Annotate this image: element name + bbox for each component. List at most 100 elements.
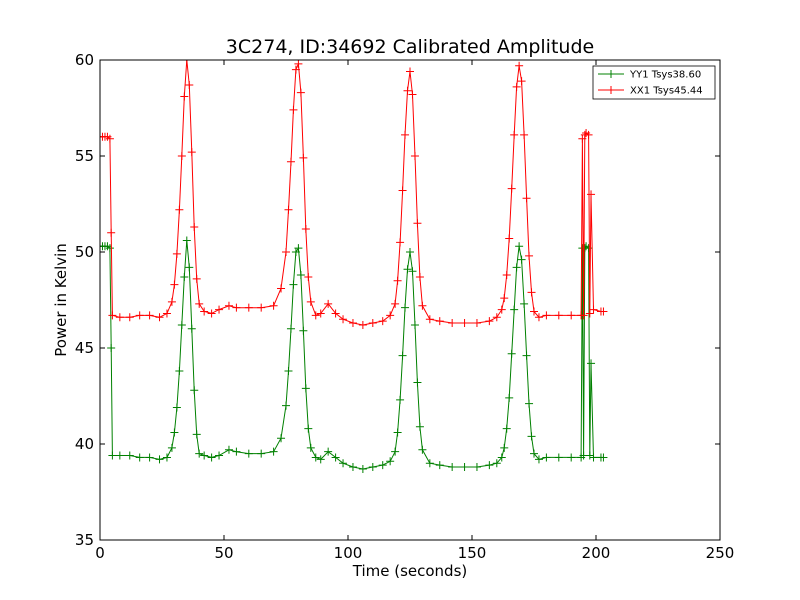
data-point [408, 267, 417, 276]
data-point [358, 464, 367, 473]
data-point [358, 320, 367, 329]
data-point [510, 305, 519, 314]
data-point [185, 80, 194, 89]
data-point [155, 455, 164, 464]
data-point [244, 303, 253, 312]
series-1 [100, 236, 608, 473]
data-point [396, 238, 405, 247]
data-point [567, 453, 576, 462]
plot-frame [99, 59, 721, 541]
data-point [125, 451, 134, 460]
data-point [525, 251, 534, 260]
data-point [215, 451, 224, 460]
x-tick-label: 250 [706, 544, 735, 562]
data-point [410, 320, 419, 329]
data-point [398, 186, 407, 195]
data-point [299, 153, 308, 162]
data-point [180, 92, 189, 101]
data-point [180, 272, 189, 281]
data-point [460, 463, 469, 472]
data-point [190, 386, 199, 395]
data-point [406, 67, 414, 76]
data-point [105, 134, 114, 143]
data-point [192, 274, 201, 283]
data-point [316, 309, 325, 318]
x-axis-label: Time (seconds) [352, 562, 468, 580]
x-tick-label: 200 [582, 544, 611, 562]
data-point [507, 349, 516, 358]
data-point [497, 305, 506, 314]
y-tick-label: 40 [75, 435, 94, 453]
data-point [187, 148, 196, 157]
data-point [502, 271, 511, 280]
data-point [172, 403, 181, 412]
data-point [135, 311, 144, 320]
data-point [378, 317, 387, 326]
data-point [244, 449, 253, 458]
data-point [527, 432, 536, 441]
data-point [554, 453, 563, 462]
data-point [435, 461, 444, 470]
series-2 [100, 60, 608, 329]
data-point [403, 265, 412, 274]
data-point [510, 130, 519, 139]
data-point [207, 453, 216, 462]
data-point [415, 422, 424, 431]
data-point [505, 393, 514, 402]
data-point [542, 453, 551, 462]
data-point [415, 272, 424, 281]
data-point [277, 434, 286, 443]
legend-marker [607, 86, 615, 94]
data-point [339, 459, 348, 468]
data-point [282, 401, 290, 410]
data-point [530, 449, 538, 458]
data-point [386, 457, 395, 466]
data-point [512, 82, 521, 91]
y-tick-label: 55 [75, 147, 94, 165]
data-point [296, 271, 305, 280]
data-point [200, 307, 209, 316]
data-point [587, 190, 596, 199]
data-point [294, 60, 303, 68]
data-point [599, 307, 608, 316]
data-point [534, 313, 543, 322]
data-point [567, 311, 576, 320]
data-point [585, 309, 594, 318]
data-point [170, 428, 179, 437]
data-point [391, 299, 400, 308]
data-point [413, 378, 422, 387]
legend-label: YY1 Tsys38.60 [629, 70, 701, 81]
data-point [401, 130, 410, 139]
x-tick-label: 150 [458, 544, 487, 562]
data-point [599, 453, 608, 462]
data-point [190, 223, 199, 232]
data-point [520, 130, 529, 139]
data-point [505, 234, 514, 243]
data-point [311, 311, 320, 320]
data-point [215, 305, 224, 314]
data-point [348, 319, 357, 328]
data-point [507, 184, 516, 193]
data-point [167, 443, 176, 452]
data-point [289, 105, 298, 114]
data-point [324, 299, 333, 308]
data-point [282, 248, 290, 256]
data-point [115, 451, 124, 460]
data-point [145, 453, 154, 462]
data-point [368, 319, 377, 328]
data-point [187, 324, 196, 333]
data-point [517, 77, 526, 86]
data-point [175, 205, 184, 214]
data-point [410, 152, 419, 160]
data-point [517, 255, 526, 264]
data-point [182, 60, 191, 64]
data-point [522, 351, 531, 360]
data-point [534, 455, 543, 464]
data-point [170, 280, 179, 289]
data-point [485, 461, 494, 470]
data-point [185, 263, 194, 272]
data-point [435, 317, 444, 326]
data-point [284, 367, 293, 376]
data-point [286, 324, 295, 333]
data-point [403, 86, 412, 95]
